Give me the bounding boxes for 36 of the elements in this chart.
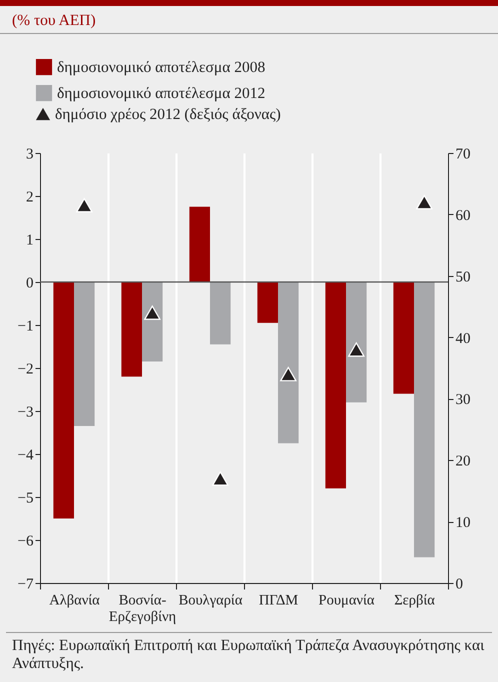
x-tick-label: Βοσνία-Ερζεγοβίνη <box>108 592 176 625</box>
x-tick-label: ΠΓΔΜ <box>258 592 298 608</box>
chart-title: (% του ΑΕΠ) <box>12 12 96 30</box>
y-tick-label: −4 <box>18 448 34 464</box>
y-tick-label: −7 <box>18 576 34 592</box>
point <box>348 342 364 357</box>
y2-tick-label: 60 <box>456 208 470 224</box>
y2-tick-label: 40 <box>456 330 470 347</box>
y-tick-label: −1 <box>18 318 34 334</box>
x-tick-label: Ρουμανία <box>318 592 375 608</box>
y-tick-label: 0 <box>26 276 34 292</box>
y-tick-label: −6 <box>18 534 34 550</box>
point <box>280 366 296 382</box>
y-tick-label: 1 <box>26 232 34 248</box>
legend-label: δημόσιο χρέος 2012 (δεξιός άξονας) <box>55 106 281 123</box>
y2-tick-label: 70 <box>456 146 470 162</box>
point <box>416 194 432 210</box>
y2-tick-label: 10 <box>456 515 470 532</box>
legend-label: δημοσιονομικό αποτέλεσμα 2012 <box>57 85 266 102</box>
text: Πηγές: Ευρωπαϊκή Επιτροπή και Ευρωπαϊκή Τράπεζα Ανασυγκρότησης και Ανάπτυξης. <box>6 632 492 677</box>
y-tick-label: 2 <box>26 190 34 206</box>
x-tick-label: Βουλγαρία <box>178 592 243 608</box>
x-tick-label: Αλβανία <box>49 592 100 608</box>
y2-tick-label: 30 <box>456 392 470 408</box>
legend-label: δημοσιονομικό αποτέλεσμα 2008 <box>57 59 266 76</box>
point <box>212 471 228 486</box>
point <box>76 198 92 212</box>
y2-tick-label: 0 <box>456 576 463 592</box>
y2-tick-label: 20 <box>456 454 470 470</box>
y-tick-label: −3 <box>18 404 34 420</box>
y-tick-label: −5 <box>18 490 34 506</box>
y2-tick-label: 50 <box>456 269 470 286</box>
y-tick-label: −2 <box>18 362 34 378</box>
point <box>144 306 160 320</box>
x-tick-label: Σερβία <box>394 592 436 608</box>
y-tick-label: 3 <box>26 146 34 162</box>
